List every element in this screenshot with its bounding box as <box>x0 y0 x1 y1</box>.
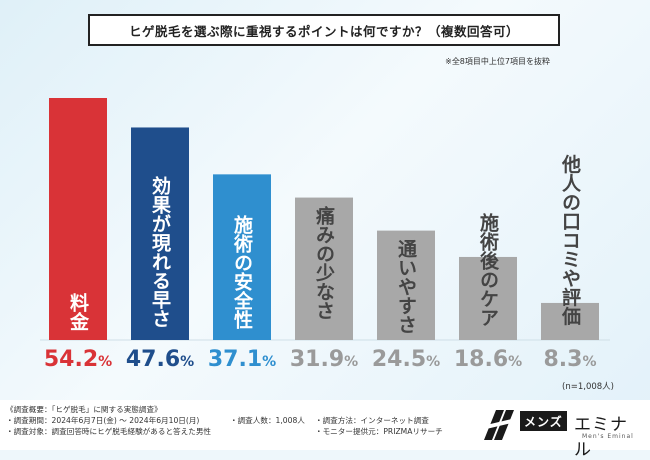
survey-period: ・調査期間：2024年6月7日(金) ～ 2024年6月10日(月) <box>6 416 200 425</box>
category-label-3: 施術の安全性 <box>231 214 254 330</box>
survey-title: 《調査概要：「ヒゲ脱毛」に関する実態調査》 <box>6 405 162 414</box>
bar-6 <box>459 256 517 340</box>
survey-overview: 《調査概要：「ヒゲ脱毛」に関する実態調査》 ・調査期間：2024年6月7日(金)… <box>6 404 443 437</box>
category-label-6: 施術後のケア <box>477 212 500 327</box>
value-label-4: 31.9% <box>290 347 358 372</box>
chart-title: ヒゲ脱毛を選ぶ際に重視するポイントは何ですか？（複数回答可） <box>88 14 560 46</box>
survey-method: ・調査方法：インターネット調査 <box>315 416 429 425</box>
category-label-4: 痛みの少なさ <box>313 204 336 319</box>
category-label-7: 他人の口コミや評価 <box>559 153 582 326</box>
bar-2 <box>131 127 189 341</box>
value-label-1: 54.2% <box>44 347 112 372</box>
logo-tagline: Men's Eminal <box>582 433 634 440</box>
category-label-2: 効果が現れる早さ <box>149 175 172 328</box>
value-label-7: 8.3% <box>543 347 596 372</box>
bar-5 <box>377 230 435 340</box>
survey-respondents: ・調査人数：1,008人 <box>230 416 305 425</box>
chart-note: ※全8項目中上位7項目を抜粋 <box>445 57 550 66</box>
bar-3 <box>213 174 271 340</box>
survey-provider: ・モニター提供元：PRIZMAリサーチ <box>315 427 443 436</box>
bar-chart: 料金 54.2% 効果が現れる早さ 47.6% 施術の安全性 37.1% 痛みの少なさ 31.… <box>40 98 610 372</box>
category-label-1: 料金 <box>67 292 90 331</box>
bar-4 <box>295 197 353 340</box>
value-label-3: 37.1% <box>208 347 276 372</box>
bar-7 <box>541 302 599 340</box>
logo-mens: メンズ <box>520 411 567 431</box>
logo-mark-icon <box>482 410 516 440</box>
bar-1 <box>49 98 107 340</box>
sample-size: (n=1,008人) <box>562 382 614 392</box>
value-label-5: 24.5% <box>372 347 440 372</box>
survey-target: ・調査対象：調査回答時にヒゲ脱毛経験があると答えた男性 <box>6 427 212 436</box>
brand-logo: メンズ エミナル Men's Eminal <box>482 408 642 460</box>
value-label-6: 18.6% <box>454 347 522 372</box>
value-label-2: 47.6% <box>126 347 194 372</box>
category-label-5: 通いやすさ <box>395 238 417 333</box>
